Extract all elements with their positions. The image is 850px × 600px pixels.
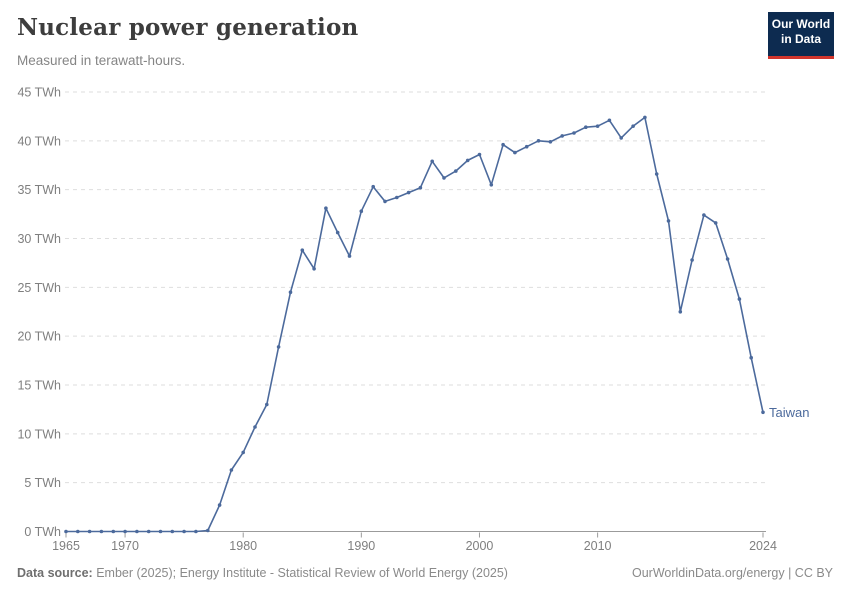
data-point[interactable] [300, 248, 305, 252]
data-point[interactable] [347, 254, 352, 258]
data-point[interactable] [146, 529, 151, 534]
data-point[interactable] [430, 159, 435, 164]
data-point[interactable] [536, 139, 541, 143]
data-point[interactable] [158, 529, 163, 534]
y-axis-tick-label: 45 TWh [17, 86, 61, 100]
data-point[interactable] [135, 529, 139, 534]
data-point[interactable] [465, 158, 470, 163]
data-point[interactable] [395, 195, 399, 200]
data-point[interactable] [643, 115, 647, 120]
data-point[interactable] [631, 124, 635, 128]
data-point[interactable] [87, 529, 92, 534]
data-point[interactable] [312, 267, 316, 271]
data-point[interactable] [276, 345, 281, 349]
data-point[interactable] [560, 134, 564, 138]
x-axis-tick-label: 1990 [347, 539, 375, 553]
data-point[interactable] [761, 410, 765, 415]
owid-logo-line1: Our World [771, 17, 831, 31]
y-axis-tick-label: 25 TWh [17, 281, 61, 295]
data-point[interactable] [206, 528, 210, 533]
data-point[interactable] [584, 125, 588, 129]
y-axis-tick-label: 0 TWh [24, 525, 61, 539]
data-point[interactable] [253, 425, 257, 429]
data-point[interactable] [288, 290, 293, 295]
data-point[interactable] [194, 529, 198, 534]
x-axis-tick-label: 2010 [584, 539, 612, 553]
data-point[interactable] [217, 503, 222, 507]
y-axis-tick-label: 40 TWh [17, 134, 61, 148]
data-source-label: Data source: [17, 566, 93, 580]
data-point[interactable] [477, 152, 482, 157]
data-line[interactable] [66, 116, 764, 533]
data-point[interactable] [229, 468, 234, 472]
data-point[interactable] [666, 219, 671, 223]
data-point[interactable] [607, 118, 612, 123]
data-point[interactable] [335, 230, 340, 235]
data-point[interactable] [324, 206, 328, 210]
data-point[interactable] [359, 209, 364, 213]
data-point[interactable] [170, 529, 175, 534]
chart-footer: Data source: Ember (2025); Energy Instit… [17, 566, 833, 580]
data-source-note: Data source: Ember (2025); Energy Instit… [17, 566, 508, 580]
data-point[interactable] [524, 144, 529, 149]
data-point[interactable] [383, 199, 387, 204]
data-point[interactable] [654, 172, 659, 176]
data-point[interactable] [713, 221, 718, 225]
data-point[interactable] [678, 310, 683, 314]
data-point[interactable] [595, 124, 600, 128]
x-axis-tick-label: 2000 [466, 539, 494, 553]
chart-subtitle: Measured in terawatt-hours. [17, 53, 186, 68]
data-point[interactable] [572, 131, 576, 135]
y-axis-tick-label: 35 TWh [17, 183, 61, 197]
data-point[interactable] [725, 257, 730, 261]
data-point[interactable] [76, 529, 80, 534]
x-axis-tick-label: 1970 [111, 539, 139, 553]
y-axis-tick-label: 5 TWh [24, 476, 61, 490]
data-source-text: Ember (2025); Energy Institute - Statist… [92, 566, 508, 580]
series-end-label[interactable]: Taiwan [769, 405, 809, 420]
owid-logo[interactable]: Our World in Data [768, 12, 834, 59]
owid-logo-line2: in Data [780, 32, 821, 46]
data-point[interactable] [182, 529, 186, 534]
data-point[interactable] [690, 258, 694, 262]
page-title: Nuclear power generation [17, 14, 359, 41]
data-point[interactable] [241, 450, 245, 455]
data-point[interactable] [548, 140, 553, 144]
data-point[interactable] [737, 297, 742, 301]
x-axis-tick-label: 2024 [749, 539, 777, 553]
y-axis-tick-label: 15 TWh [17, 379, 61, 393]
data-point[interactable] [123, 529, 127, 534]
y-axis-tick-label: 30 TWh [17, 232, 61, 246]
data-point[interactable] [454, 169, 458, 173]
x-axis-tick-label: 1965 [52, 539, 80, 553]
x-axis-tick-label: 1980 [229, 539, 257, 553]
data-point[interactable] [619, 136, 623, 140]
data-point[interactable] [489, 183, 494, 187]
data-point[interactable] [702, 213, 706, 217]
data-point[interactable] [513, 150, 517, 155]
y-axis-tick-label: 20 TWh [17, 330, 61, 344]
data-point[interactable] [501, 142, 505, 147]
data-point[interactable] [406, 190, 411, 195]
data-point[interactable] [111, 529, 116, 534]
data-point[interactable] [99, 529, 104, 534]
data-point[interactable] [418, 185, 423, 190]
y-axis-tick-label: 10 TWh [17, 427, 61, 441]
owid-link[interactable]: OurWorldinData.org/energy | CC BY [631, 566, 833, 580]
data-point[interactable] [749, 355, 753, 360]
data-point[interactable] [265, 402, 269, 407]
data-point[interactable] [442, 176, 446, 180]
data-point[interactable] [371, 184, 376, 189]
data-point[interactable] [64, 529, 68, 534]
